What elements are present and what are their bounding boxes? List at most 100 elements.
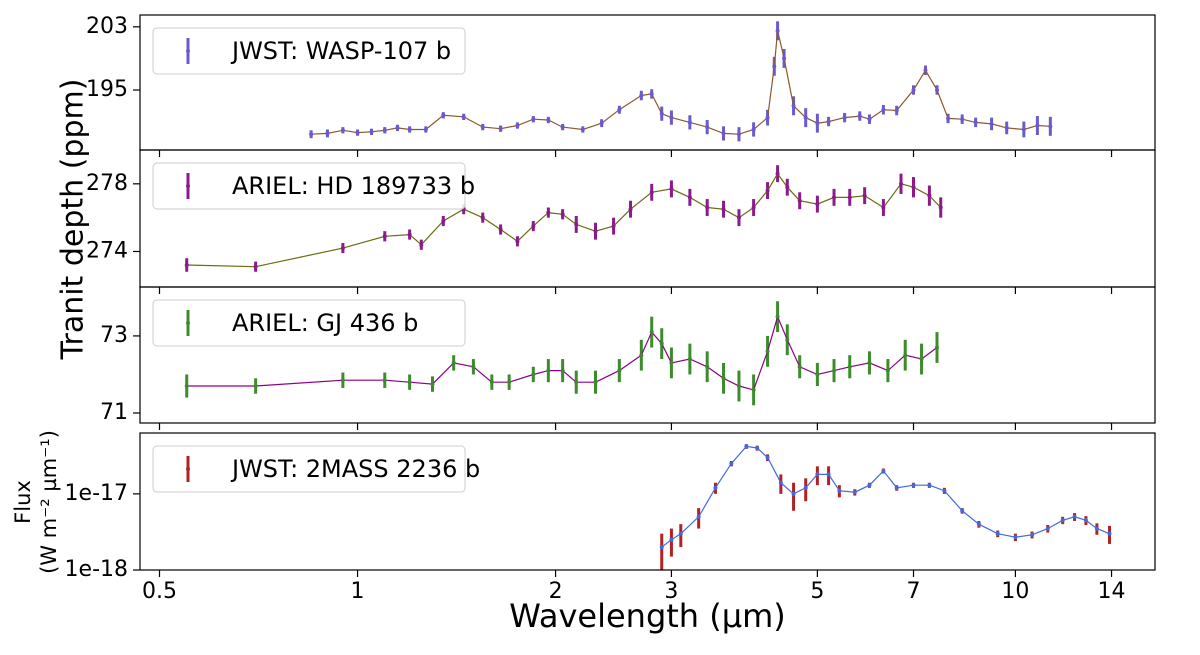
point xyxy=(927,483,932,488)
point xyxy=(184,263,189,268)
point xyxy=(751,205,756,210)
legend-symbol-dot xyxy=(186,321,190,325)
x-tick-label: 7 xyxy=(907,579,921,604)
point xyxy=(687,357,692,362)
legend-symbol-dot xyxy=(186,184,190,188)
point xyxy=(617,368,622,373)
x-tick-label: 14 xyxy=(1098,579,1126,604)
legend-label: ARIEL: HD 189733 b xyxy=(232,172,475,200)
point xyxy=(815,202,820,207)
point xyxy=(775,28,780,33)
point xyxy=(678,531,683,536)
point xyxy=(842,115,847,120)
point xyxy=(862,193,867,198)
point xyxy=(599,121,604,126)
y-axis-label: Tranit depth (ppm) xyxy=(56,79,91,361)
point xyxy=(659,545,664,550)
x-tick-label: 5 xyxy=(810,579,824,604)
point xyxy=(687,120,692,125)
point xyxy=(803,115,808,120)
x-axis-label: Wavelength (µm) xyxy=(509,597,786,635)
point xyxy=(736,132,741,137)
x-tick-label: 10 xyxy=(1001,579,1029,604)
point xyxy=(857,114,862,119)
point xyxy=(407,380,412,385)
point xyxy=(721,376,726,381)
point xyxy=(649,91,654,96)
point xyxy=(721,207,726,212)
point xyxy=(797,364,802,369)
point xyxy=(1107,531,1112,536)
point xyxy=(531,224,536,229)
point xyxy=(894,108,899,113)
point xyxy=(803,485,808,490)
point xyxy=(867,360,872,365)
point xyxy=(471,364,476,369)
point xyxy=(1072,514,1077,519)
point xyxy=(1004,125,1009,130)
point xyxy=(1060,518,1065,523)
point xyxy=(867,483,872,488)
y-tick-label: 278 xyxy=(86,171,128,196)
legend-box xyxy=(152,445,466,493)
point xyxy=(705,205,710,210)
legend-box xyxy=(152,27,466,75)
point xyxy=(423,127,428,132)
x-tick-label: 0.5 xyxy=(142,579,177,604)
point xyxy=(649,190,654,195)
point xyxy=(580,127,585,132)
point xyxy=(407,232,412,237)
point xyxy=(1013,535,1018,540)
point xyxy=(815,121,820,126)
point xyxy=(184,384,189,389)
point xyxy=(778,480,783,485)
point xyxy=(507,380,512,385)
point xyxy=(847,364,852,369)
plot-area xyxy=(659,444,1112,570)
point xyxy=(546,368,551,373)
legend-label: JWST: WASP-107 b xyxy=(230,37,451,65)
plot-area xyxy=(184,301,940,406)
point xyxy=(791,491,796,496)
model-line xyxy=(186,172,942,268)
point xyxy=(881,468,886,473)
legend-label: ARIEL: GJ 436 b xyxy=(232,309,418,337)
point xyxy=(946,116,951,121)
y-tick-label: 71 xyxy=(100,400,128,425)
point xyxy=(765,349,770,354)
point xyxy=(309,132,314,137)
point xyxy=(867,117,872,122)
point xyxy=(826,119,831,124)
point xyxy=(669,360,674,365)
point xyxy=(919,357,924,362)
point xyxy=(729,461,734,466)
y-axis-label: (W m⁻² µm⁻¹) xyxy=(37,430,61,574)
point xyxy=(498,227,503,232)
point xyxy=(736,215,741,220)
panel-frame xyxy=(139,286,1156,424)
point xyxy=(832,195,837,200)
point xyxy=(960,117,965,122)
point xyxy=(696,514,701,519)
point xyxy=(785,185,790,190)
point xyxy=(659,341,664,346)
point xyxy=(837,488,842,493)
legend-symbol-dot xyxy=(186,49,190,53)
point xyxy=(942,488,947,493)
point xyxy=(755,446,760,451)
point xyxy=(325,131,330,136)
point xyxy=(574,222,579,227)
point xyxy=(960,508,965,513)
legend-symbol-dot xyxy=(186,467,190,471)
point xyxy=(765,455,770,460)
point xyxy=(973,120,978,125)
x-tick-label: 1 xyxy=(351,579,365,604)
point xyxy=(751,387,756,392)
y-tick-label: 73 xyxy=(100,323,128,348)
point xyxy=(775,314,780,319)
point xyxy=(340,378,345,383)
point xyxy=(611,224,616,229)
point xyxy=(976,522,981,527)
point xyxy=(593,229,598,234)
